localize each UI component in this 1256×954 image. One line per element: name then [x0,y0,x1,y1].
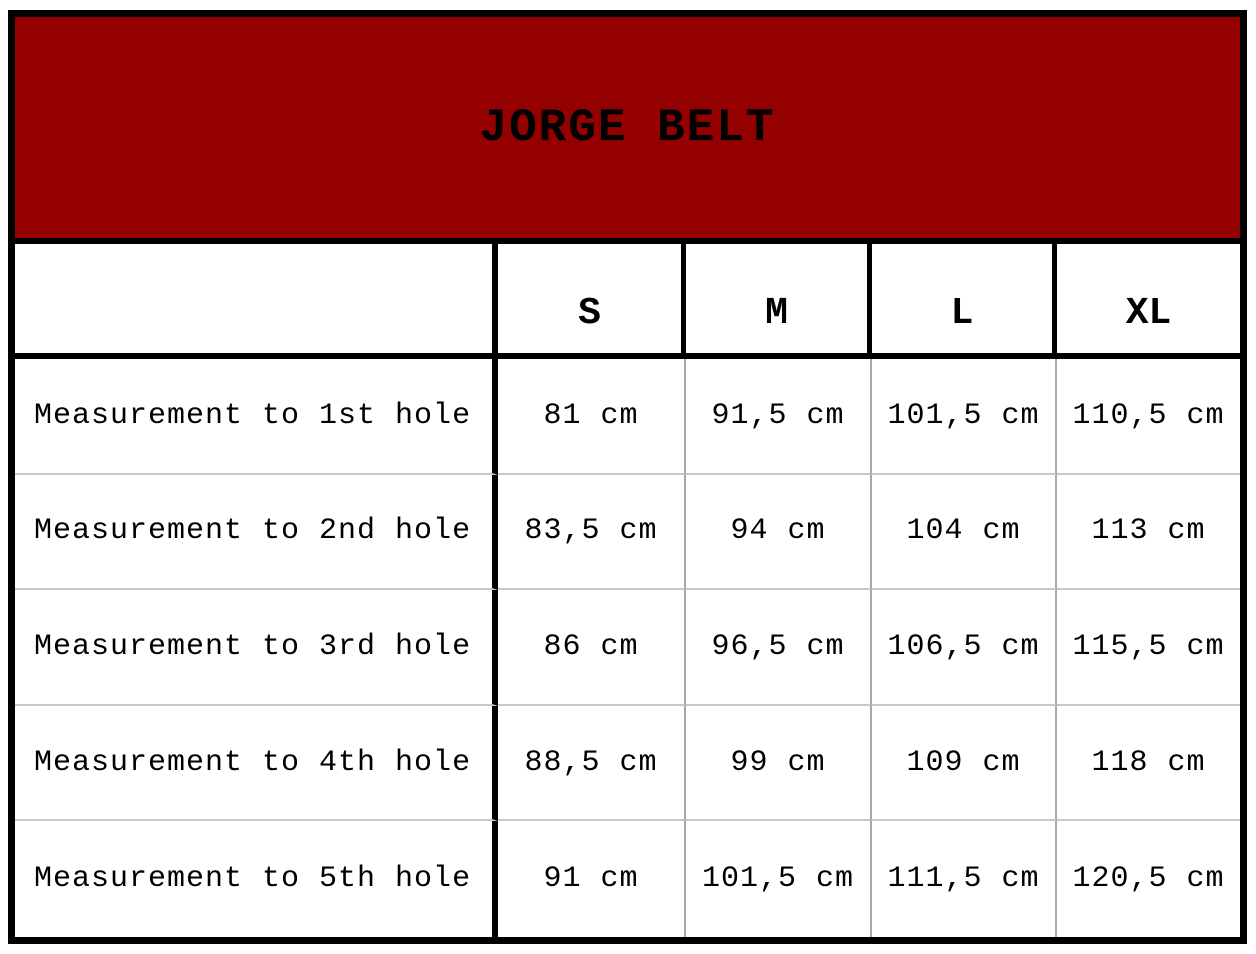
measurement-value: 81 cm [498,359,686,475]
row-label: Measurement to 5th hole [15,821,498,937]
row-label: Measurement to 2nd hole [15,474,498,591]
measurement-value: 120,5 cm [1072,862,1225,897]
measurement-value: 91 cm [498,821,686,937]
measurement-value: 83,5 cm [498,474,686,591]
measurement-value: 111,5 cm [872,821,1057,937]
measurement-value: 118 cm [1057,706,1240,822]
measurement-value: 109 cm [872,705,1057,822]
row-label: Measurement to 4th hole [15,705,498,822]
header-size-xl: XL [1057,244,1240,359]
measurement-value: 94 cm [686,474,872,591]
header-size-m: M [686,244,872,359]
row-label: Measurement to 1st hole [15,359,498,475]
measurement-value: 101,5 cm [686,821,872,937]
measurement-value: 91,5 cm [686,359,872,475]
measurement-value: 113 cm [1057,475,1240,591]
measurement-value: 104 cm [872,474,1057,591]
header-size-l: L [872,244,1057,359]
measurement-value: 115,5 cm [1057,590,1240,706]
size-grid: S M L XL Measurement to 1st hole 81 cm 91,… [15,244,1240,937]
measurement-value: 101,5 cm [872,359,1057,475]
measurement-value: 110,5 cm [1057,359,1240,475]
measurement-value: 99 cm [686,705,872,822]
size-chart-table: JORGE BELT S M L XL Measurement to 1st h… [8,10,1247,944]
header-empty-cell [15,244,498,359]
row-label: Measurement to 3rd hole [15,590,498,706]
table-title: JORGE BELT [15,17,1240,244]
measurement-value: 88,5 cm [498,705,686,822]
measurement-value: 86 cm [498,590,686,706]
measurement-value: 106,5 cm [872,590,1057,706]
header-size-s: S [498,244,686,359]
measurement-value: 96,5 cm [686,590,872,706]
